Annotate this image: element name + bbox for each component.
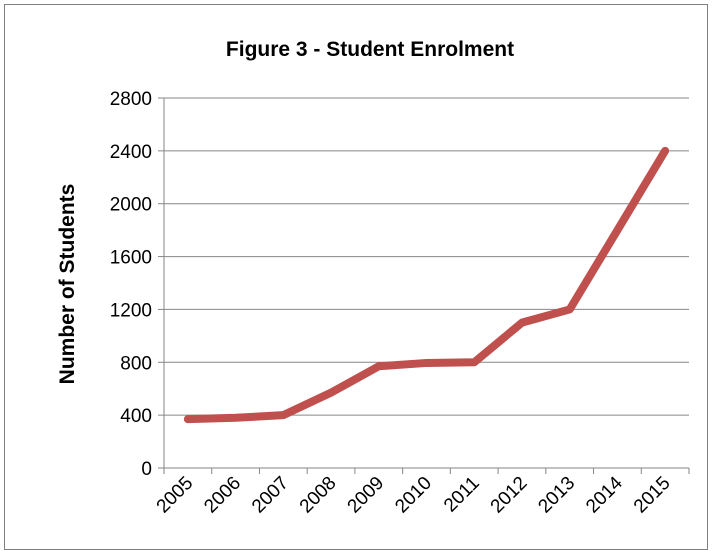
- y-tick-label: 0: [141, 459, 152, 480]
- x-tick-label: 2014: [582, 472, 627, 517]
- x-tick-label: 2007: [248, 473, 293, 518]
- y-tick-label: 2000: [110, 195, 152, 216]
- chart-title: Figure 3 - Student Enrolment: [226, 38, 514, 61]
- x-tick-label: 2015: [630, 473, 675, 518]
- series-line: [183, 146, 670, 424]
- y-tick-label: 400: [120, 406, 152, 427]
- y-tick-label: 1200: [110, 300, 152, 321]
- x-tick-label: 2010: [391, 473, 436, 518]
- x-tick-label: 2009: [344, 473, 389, 518]
- x-tick-label: 2013: [534, 473, 579, 518]
- x-tick-label: 2005: [153, 473, 198, 518]
- x-tick-label: 2008: [296, 473, 341, 518]
- x-tick-label: 2012: [487, 473, 532, 518]
- y-tick-label: 1600: [110, 248, 152, 269]
- y-tick-label: 2800: [110, 89, 152, 110]
- x-tick-label: 2006: [200, 473, 245, 518]
- x-tick-label: 2011: [440, 473, 484, 517]
- y-tick-labels: 0 400 800 1200 1600 2000 2400 2800: [110, 89, 152, 480]
- axes: [158, 97, 690, 474]
- x-tick-labels: 2005 2006 2007 2008 2009 2010 2011 2012 2013 2014…: [153, 472, 675, 517]
- y-tick-label: 2400: [110, 142, 152, 163]
- gridlines: [164, 97, 689, 416]
- series-layer: [183, 146, 670, 424]
- y-tick-label: 800: [120, 353, 152, 374]
- y-axis-label: Number of Students: [56, 184, 79, 385]
